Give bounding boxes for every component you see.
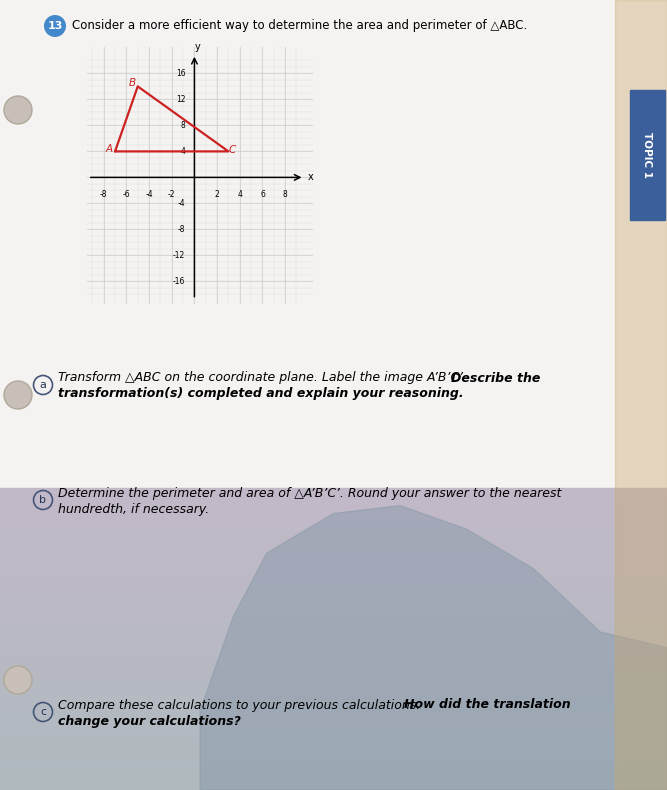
Text: c: c [40,707,46,717]
Bar [0,518,667,530]
Text: 12: 12 [176,95,185,104]
Text: b: b [39,495,47,505]
Text: a: a [39,380,47,390]
Bar [0,649,667,660]
Text: -12: -12 [173,251,185,260]
Bar [0,559,667,570]
Text: 4: 4 [237,190,242,199]
Bar [0,679,667,690]
Text: 16: 16 [175,69,185,78]
Bar [0,628,667,640]
Bar [630,90,665,220]
Bar [0,508,667,520]
Text: hundredth, if necessary.: hundredth, if necessary. [58,502,209,516]
Text: x: x [307,172,313,182]
Bar [0,728,667,740]
Bar [0,498,667,510]
Text: Describe the: Describe the [451,371,540,385]
Text: -4: -4 [145,190,153,199]
Text: -16: -16 [173,277,185,286]
Bar [0,578,667,590]
Text: 8: 8 [283,190,287,199]
Text: Compare these calculations to your previous calculations.: Compare these calculations to your previ… [58,698,424,712]
Bar [0,709,667,720]
Bar [0,529,667,540]
Bar [0,778,667,790]
Bar [0,490,667,790]
Bar [0,688,667,700]
Text: A: A [106,145,113,155]
Text: 2: 2 [215,190,219,199]
Circle shape [4,666,32,694]
Text: B: B [129,77,135,88]
Text: -8: -8 [178,225,185,234]
Bar [0,638,667,650]
Bar [0,758,667,770]
Bar [615,0,667,790]
Text: 4: 4 [181,147,185,156]
Bar [0,0,667,490]
Text: -2: -2 [168,190,175,199]
Bar [0,739,667,750]
Text: y: y [195,42,201,52]
Circle shape [4,381,32,409]
Bar [0,619,667,630]
Circle shape [4,96,32,124]
Polygon shape [200,506,667,790]
Text: -4: -4 [177,199,185,208]
Bar [0,488,667,500]
Text: change your calculations?: change your calculations? [58,716,241,728]
Circle shape [44,15,66,37]
Bar [0,769,667,780]
Bar [0,589,667,600]
Bar [0,658,667,670]
Text: How did the translation: How did the translation [404,698,571,712]
Text: Transform △ABC on the coordinate plane. Label the image A’B’C’.: Transform △ABC on the coordinate plane. … [58,371,471,385]
Text: -6: -6 [123,190,130,199]
Text: 6: 6 [260,190,265,199]
Bar [0,718,667,730]
Text: -8: -8 [100,190,107,199]
Text: 13: 13 [47,21,63,31]
Text: 8: 8 [181,121,185,130]
Bar [0,698,667,710]
Bar [0,568,667,580]
Text: transformation(s) completed and explain your reasoning.: transformation(s) completed and explain … [58,388,464,401]
Bar [0,538,667,550]
Text: Determine the perimeter and area of △A’B’C’. Round your answer to the nearest: Determine the perimeter and area of △A’B… [58,487,562,499]
Text: TOPIC 1: TOPIC 1 [642,132,652,178]
Bar [0,608,667,620]
Text: C: C [229,145,236,155]
Bar [0,548,667,560]
Bar [0,668,667,680]
Bar [0,598,667,610]
Text: Consider a more efficient way to determine the area and perimeter of △ABC.: Consider a more efficient way to determi… [72,20,527,32]
Bar [0,748,667,760]
